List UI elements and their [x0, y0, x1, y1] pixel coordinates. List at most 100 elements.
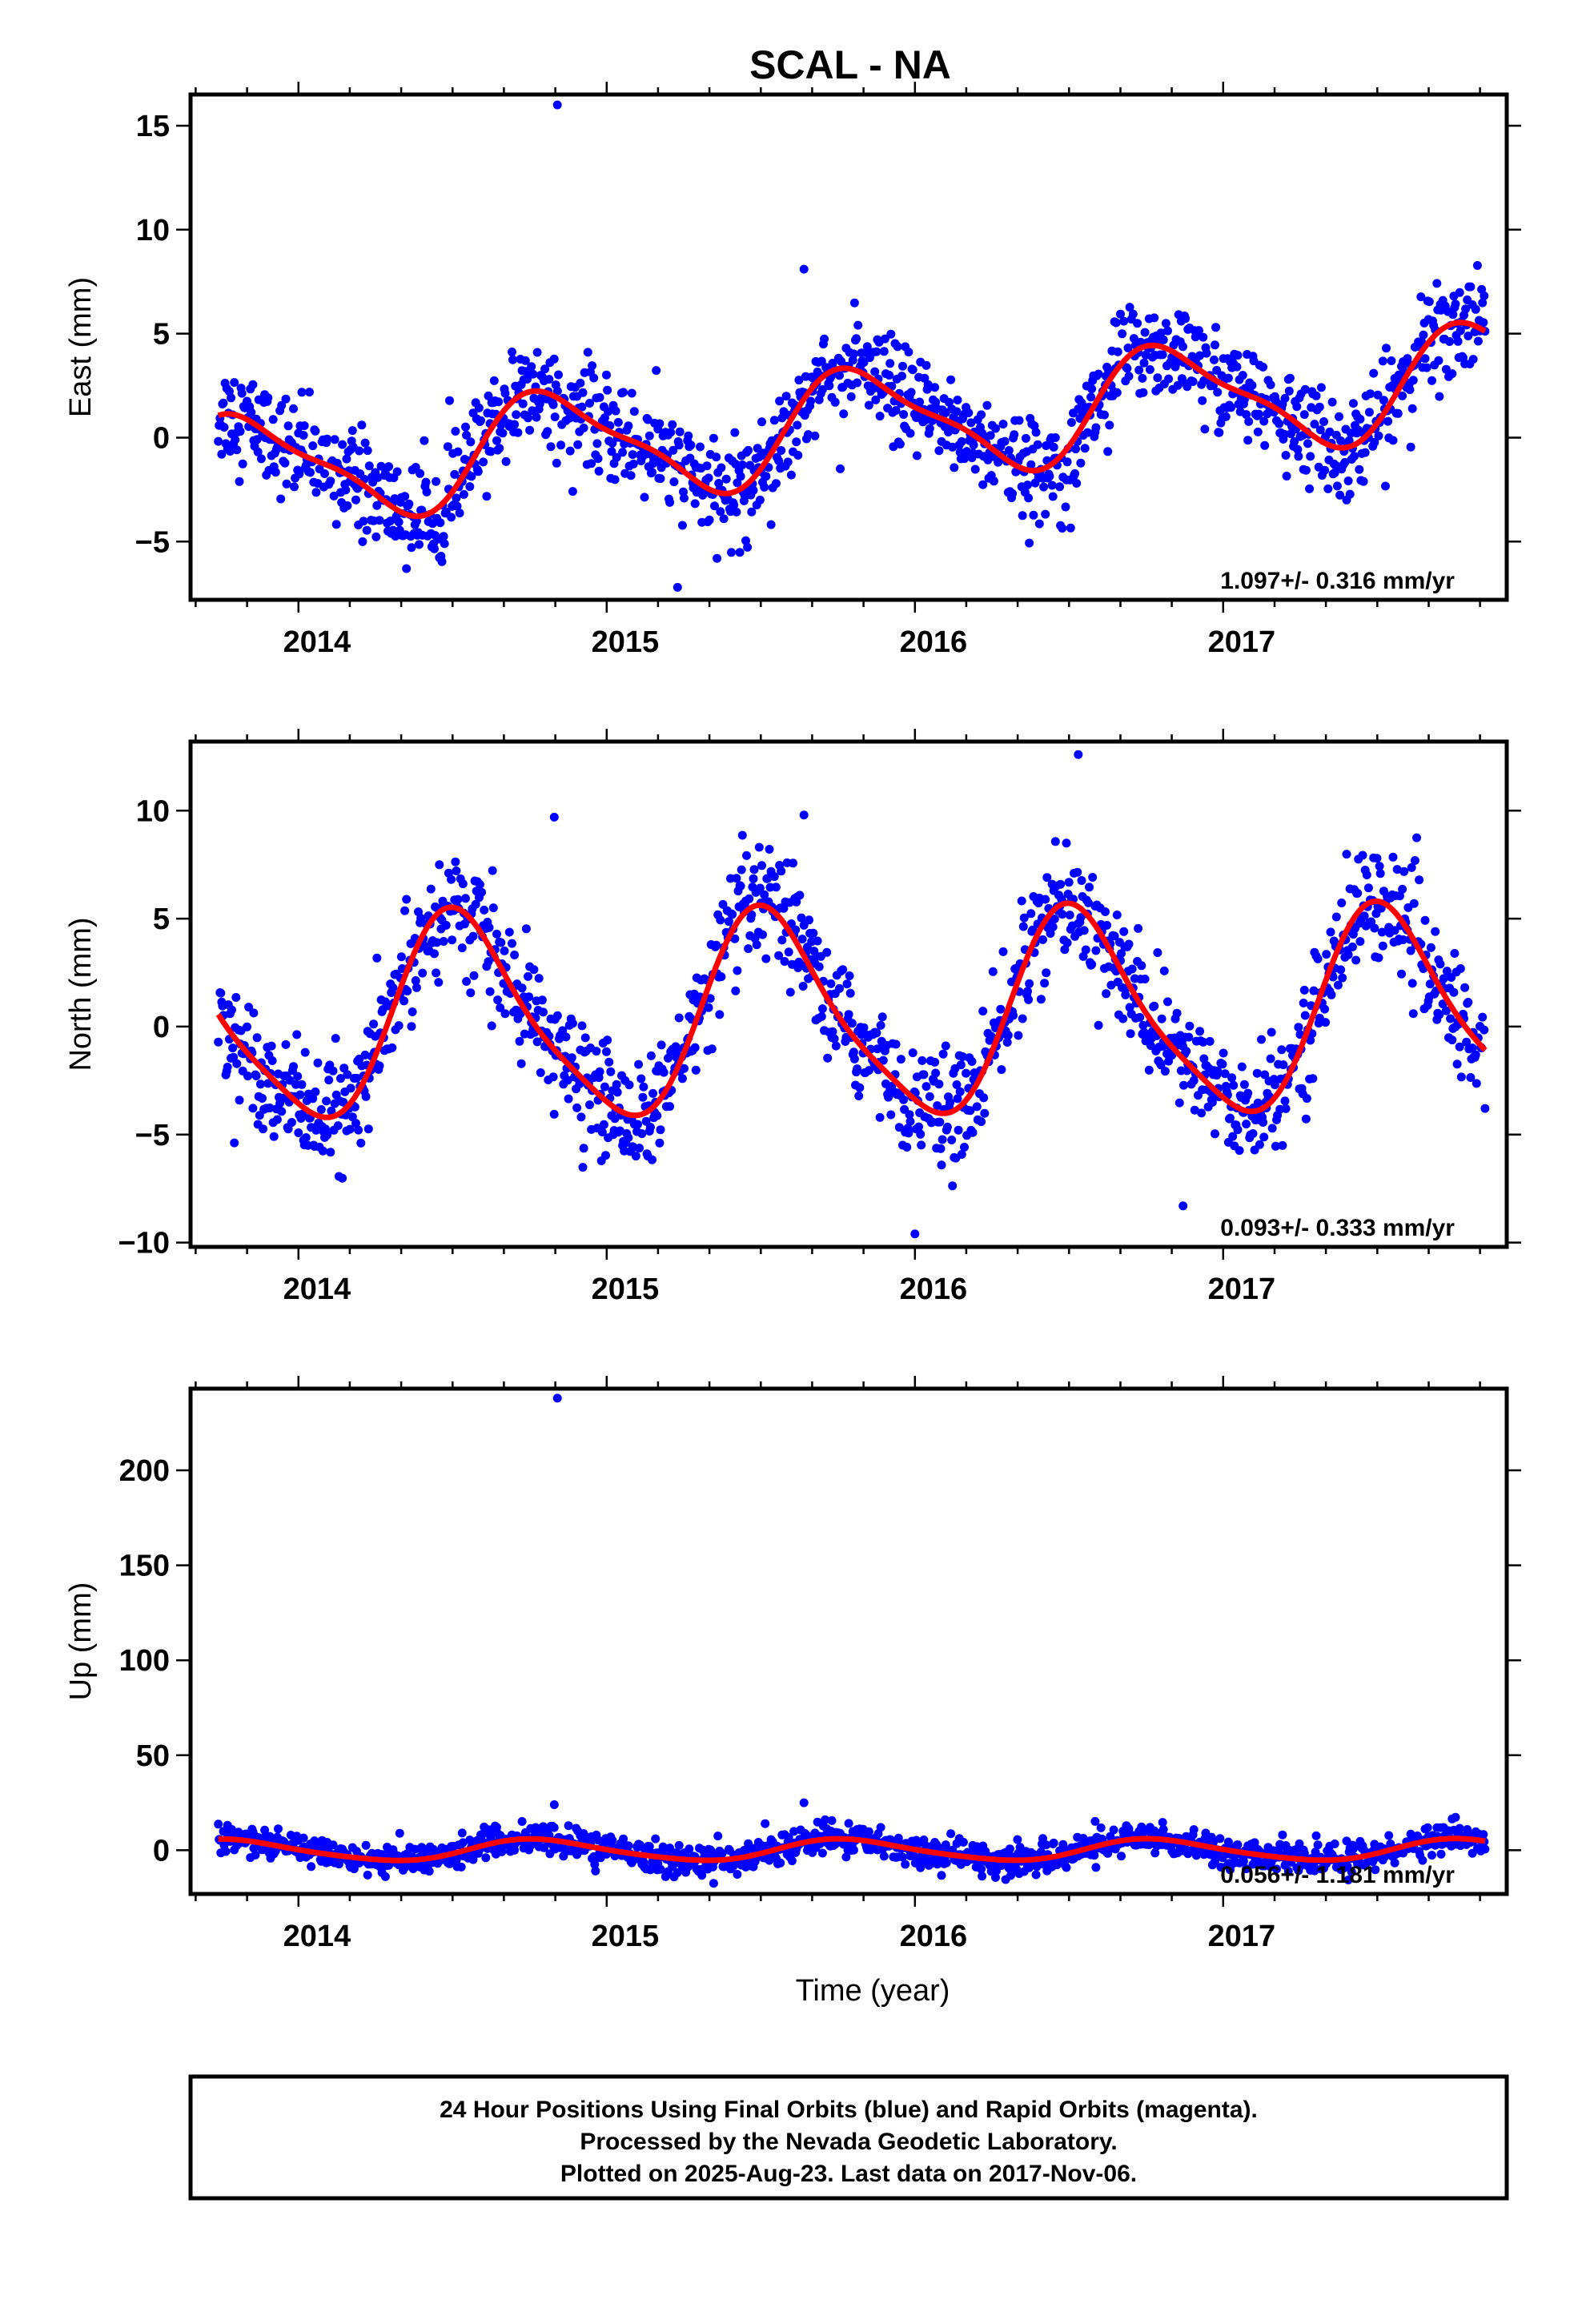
data-point: [546, 442, 556, 452]
data-point: [1409, 899, 1419, 908]
data-point: [1455, 1042, 1464, 1051]
data-point: [674, 1840, 684, 1850]
data-point: [540, 1843, 548, 1852]
y-tick-label: −5: [135, 1119, 170, 1152]
data-point: [1315, 425, 1325, 435]
data-point: [549, 354, 559, 364]
data-point: [529, 965, 539, 975]
data-point: [453, 895, 463, 904]
data-point: [1085, 883, 1094, 892]
data-point: [1076, 913, 1086, 923]
data-point: [1223, 1837, 1233, 1847]
y-tick-label: 100: [119, 1644, 170, 1678]
data-point: [1050, 915, 1059, 923]
data-point: [1137, 961, 1146, 971]
data-point: [1205, 1036, 1215, 1046]
data-point: [361, 1840, 371, 1850]
data-point: [479, 457, 488, 467]
data-point: [998, 420, 1008, 429]
data-point: [297, 388, 307, 397]
x-axis-label: Time (year): [796, 1974, 950, 2008]
data-point: [937, 1871, 946, 1880]
data-point: [452, 493, 461, 503]
data-point: [849, 1845, 858, 1855]
data-point: [704, 473, 713, 483]
data-point: [363, 1870, 372, 1880]
data-point: [1377, 927, 1387, 937]
data-point: [1164, 374, 1174, 384]
data-point: [777, 935, 787, 945]
data-point: [713, 1831, 723, 1841]
data-point: [674, 1013, 684, 1023]
data-point: [777, 866, 786, 876]
data-point: [831, 1041, 841, 1051]
data-point: [516, 1059, 526, 1068]
data-point: [440, 539, 449, 549]
data-point: [1058, 910, 1067, 919]
data-point: [745, 1843, 755, 1852]
data-point: [1156, 328, 1166, 338]
data-point: [1323, 484, 1333, 493]
data-point: [515, 1036, 524, 1046]
data-point: [524, 971, 532, 981]
data-point: [627, 388, 636, 398]
data-point: [1336, 965, 1346, 975]
data-point: [1331, 912, 1341, 922]
data-point: [467, 472, 476, 481]
data-point: [510, 951, 520, 959]
data-point: [492, 929, 501, 939]
data-point: [456, 1862, 466, 1872]
data-point: [587, 459, 596, 468]
data-point: [1073, 867, 1082, 877]
data-point: [707, 1044, 717, 1054]
data-point: [933, 1101, 942, 1111]
data-point: [1464, 332, 1473, 340]
data-point: [955, 1087, 965, 1096]
data-point: [721, 474, 731, 484]
data-point: [466, 437, 476, 447]
data-point: [1427, 376, 1436, 385]
footer-line-1: 24 Hour Positions Using Final Orbits (bl…: [440, 2097, 1258, 2123]
data-point: [1420, 915, 1430, 925]
data-point: [487, 1021, 496, 1031]
data-point: [465, 482, 475, 492]
data-point: [1451, 1812, 1460, 1822]
data-point: [1109, 1825, 1118, 1835]
data-point: [214, 1037, 223, 1047]
data-point: [988, 967, 998, 976]
data-point: [1424, 297, 1434, 307]
data-point: [1140, 975, 1150, 983]
data-point: [1390, 1858, 1399, 1868]
data-point: [388, 983, 398, 992]
data-point: [1221, 412, 1231, 421]
data-point: [1360, 448, 1370, 457]
data-point: [879, 1852, 889, 1861]
data-point: [1266, 380, 1275, 389]
data-point: [311, 426, 320, 436]
data-point: [591, 1866, 600, 1876]
data-point: [517, 1817, 527, 1826]
data-point: [820, 334, 829, 344]
data-point: [1119, 316, 1129, 326]
x-tick-label: 2016: [900, 1273, 968, 1306]
data-point: [792, 437, 801, 447]
data-point: [404, 499, 414, 509]
y-tick-label: 50: [136, 1739, 170, 1773]
data-point: [1228, 1132, 1238, 1141]
data-point: [1309, 986, 1319, 995]
data-point: [1369, 368, 1379, 378]
data-point: [690, 1043, 700, 1052]
data-point: [1260, 1070, 1270, 1080]
data-point: [1185, 1021, 1195, 1031]
data-point: [885, 359, 895, 368]
data-point: [523, 374, 532, 384]
data-point: [830, 397, 840, 407]
data-point: [908, 365, 917, 375]
data-point: [793, 420, 802, 430]
data-point: [652, 366, 661, 376]
data-point: [1471, 1050, 1480, 1059]
data-point: [982, 400, 992, 410]
data-point: [1174, 1098, 1184, 1108]
data-point: [231, 993, 241, 1002]
data-point: [1242, 1864, 1251, 1874]
